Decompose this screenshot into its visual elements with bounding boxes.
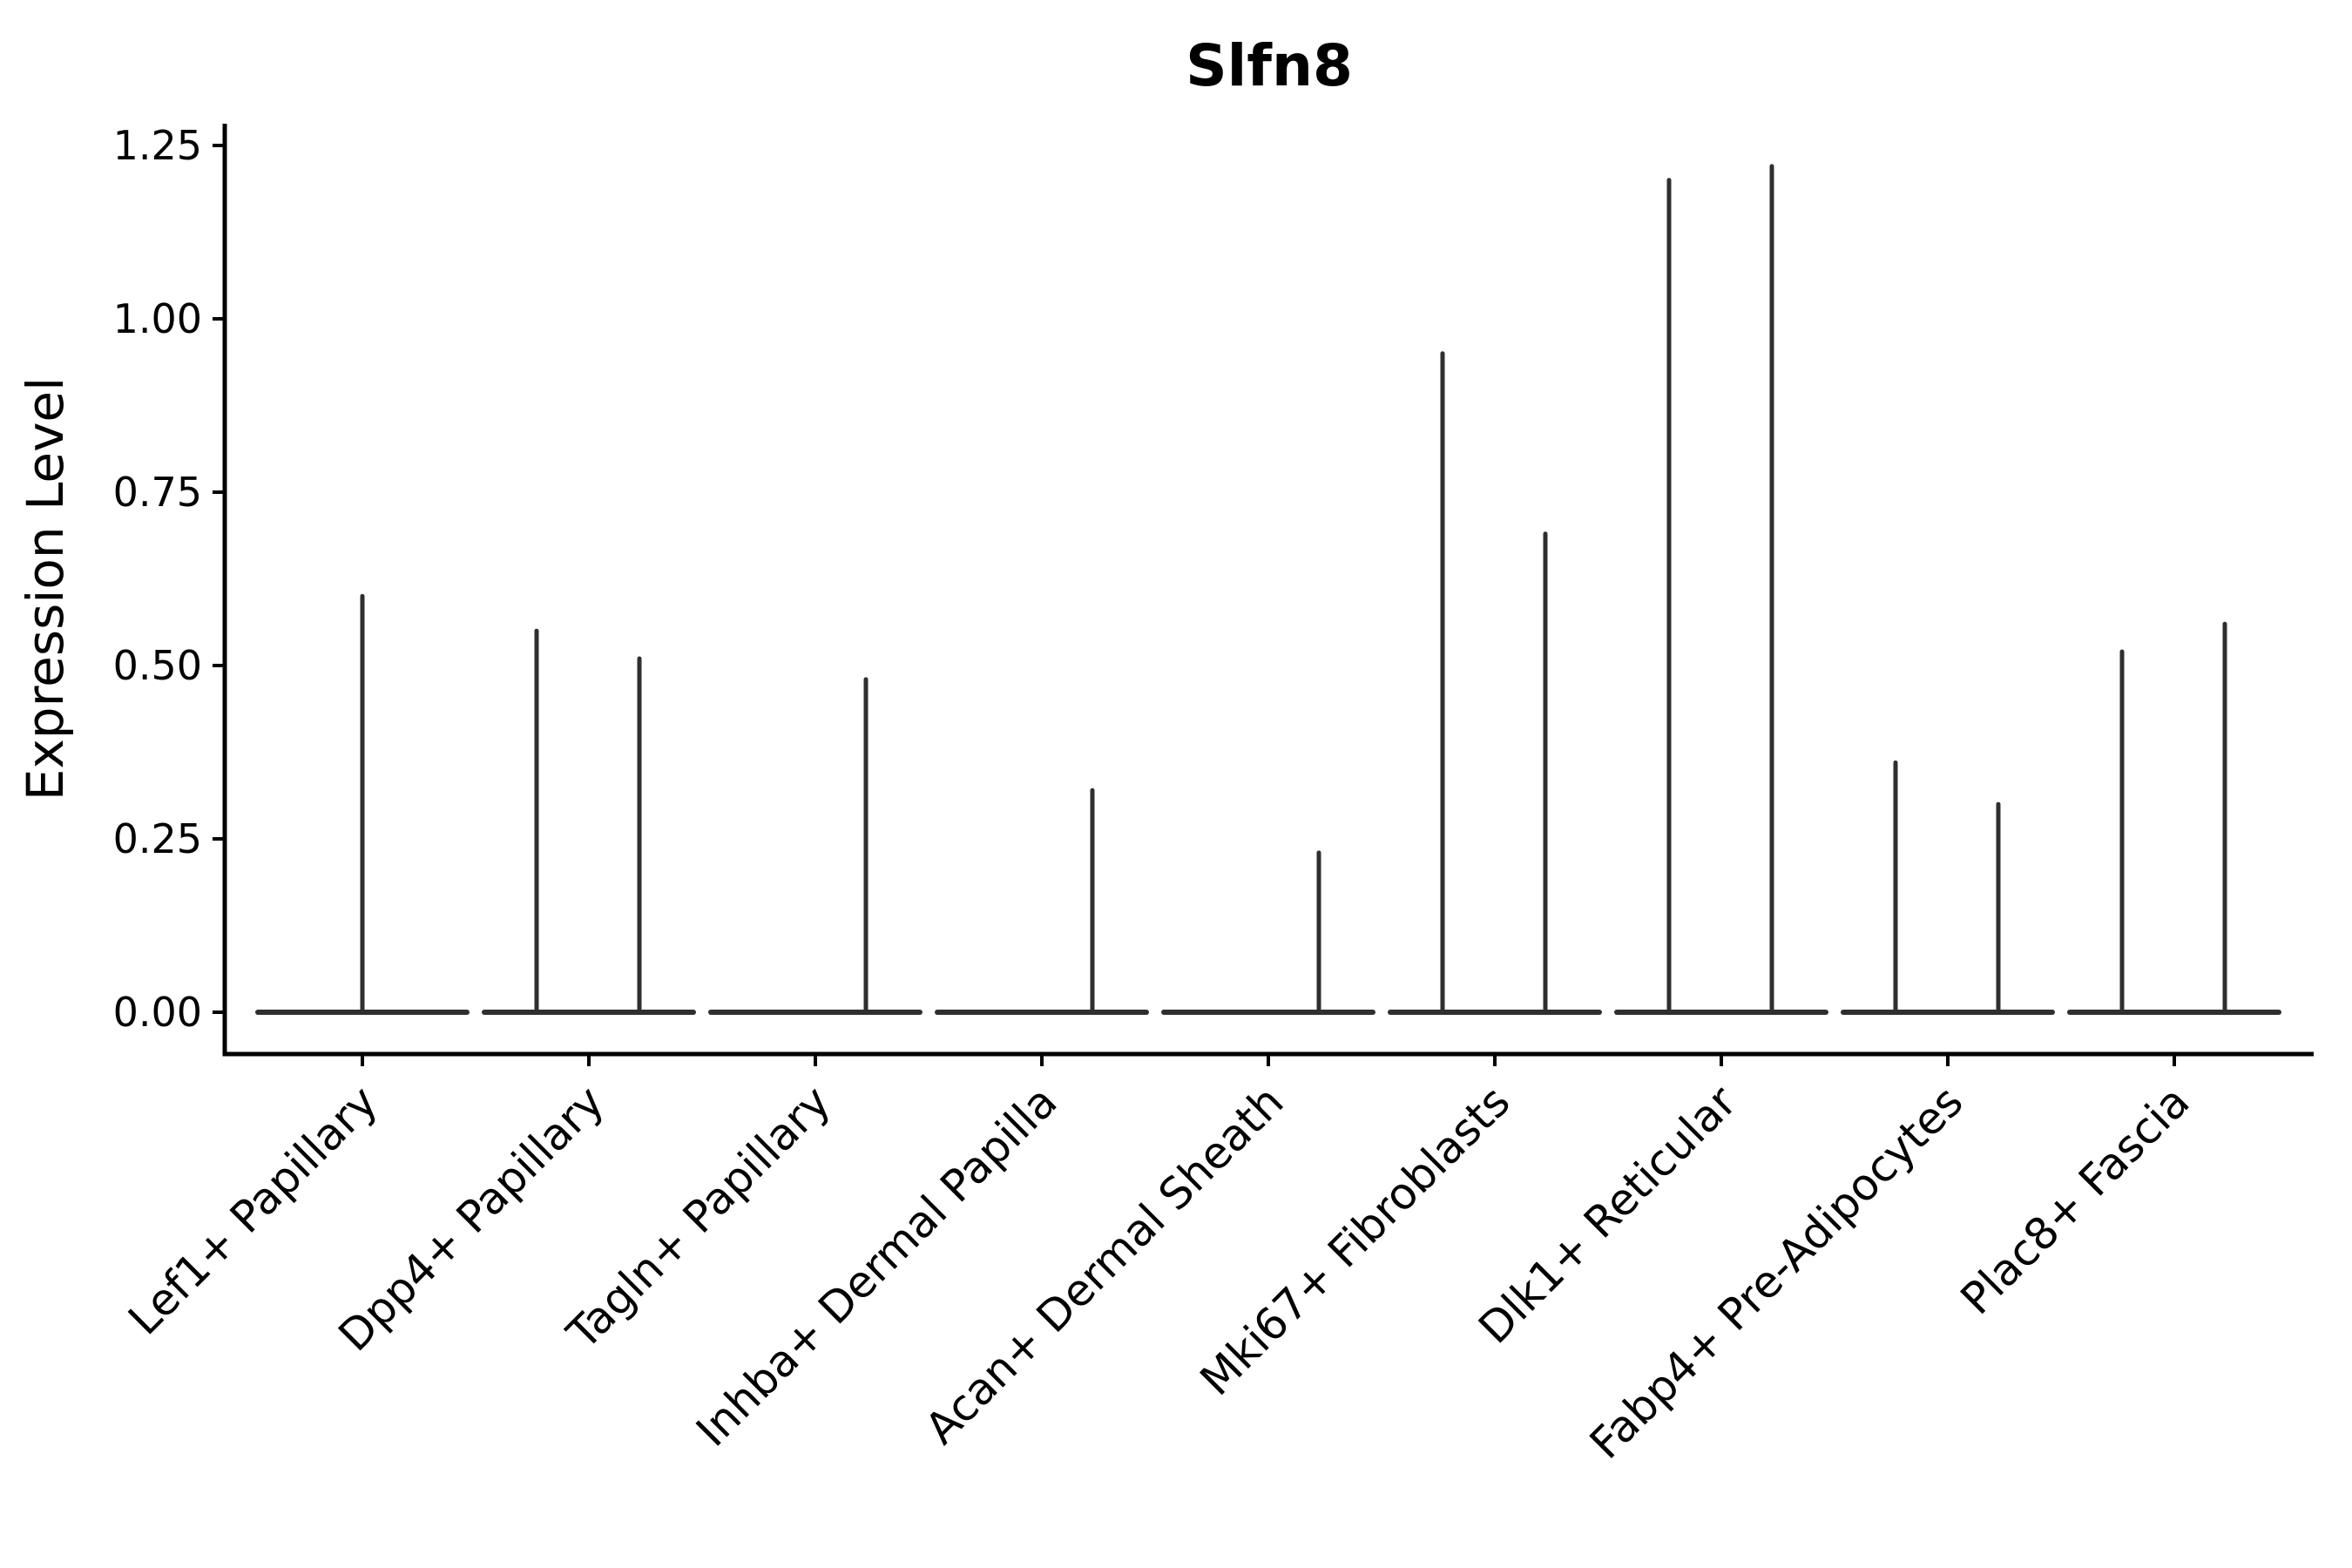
y-tick-label: 0.00: [113, 989, 202, 1036]
x-tick-label: Plac8+ Fascia: [1951, 1076, 2200, 1324]
y-tick-label: 1.25: [113, 122, 202, 169]
x-tick-label: Acan+ Dermal Sheath: [916, 1076, 1294, 1454]
y-tick-label: 0.50: [113, 642, 202, 689]
y-tick-label: 0.75: [113, 469, 202, 516]
x-tick-label: Inhba+ Dermal Papilla: [686, 1076, 1066, 1456]
y-axis-label: Expression Level: [16, 377, 75, 801]
x-tick-label: Lef1+ Papillary: [118, 1076, 387, 1344]
chart-title: Slfn8: [1186, 32, 1353, 99]
x-tick-label: Fabp4+ Pre-Adipocytes: [1580, 1076, 1973, 1469]
y-tick-label: 1.00: [113, 295, 202, 342]
y-tick-label: 0.25: [113, 815, 202, 862]
